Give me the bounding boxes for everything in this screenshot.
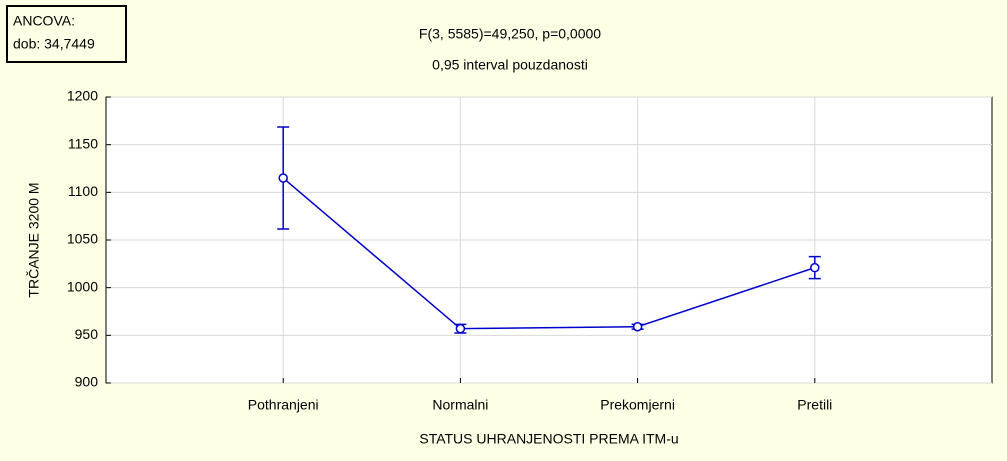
y-tick-label: 1150 (68, 135, 98, 151)
y-tick-label: 1050 (67, 231, 98, 247)
chart-subtitle: 0,95 interval pouzdanosti (432, 57, 588, 73)
data-line (282, 177, 816, 330)
x-axis-label: STATUS UHRANJENOSTI PREMA ITM-u (419, 431, 678, 447)
x-tick-label: Pretili (797, 397, 832, 413)
y-axis-label: TRČANJE 3200 M (26, 182, 42, 297)
y-tick-label: 1100 (68, 183, 98, 199)
data-point (278, 173, 288, 183)
y-tick-label: 1200 (67, 88, 98, 104)
y-tick-label: 1000 (67, 278, 98, 294)
y-tick-label: 950 (75, 326, 99, 342)
annotation-box (6, 5, 127, 63)
y-tick-label: 900 (75, 374, 99, 390)
data-point (810, 262, 820, 273)
data-point (455, 323, 466, 334)
x-tick-label: Pothranjeni (248, 397, 319, 413)
annotation: ANCOVA: (13, 13, 75, 29)
annotation: dob: 34,7449 (13, 36, 95, 52)
data-point (632, 322, 643, 332)
x-tick-label: Prekomjerni (600, 397, 675, 413)
x-tick-label: Normalni (432, 397, 488, 413)
chart-title: F(3, 5585)=49,250, p=0,0000 (419, 26, 601, 42)
